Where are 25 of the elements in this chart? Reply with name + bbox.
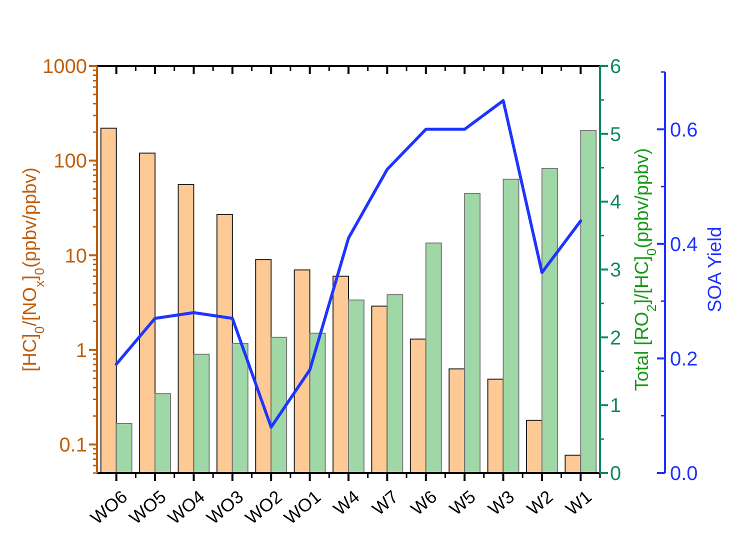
y-tick-label: 1 [76, 340, 87, 362]
y2-tick-label: 3 [610, 260, 622, 282]
x-tick-label: W2 [523, 486, 557, 520]
x-tick-label: W5 [446, 486, 480, 520]
y3-axis-title: SOA Yield [705, 226, 726, 312]
x-tick-label: W6 [407, 486, 441, 520]
y-tick-label: 10 [64, 245, 87, 268]
x-tick-label: W7 [368, 486, 402, 520]
y3-tick-label: 0.4 [670, 234, 698, 256]
y2-tick-label: 0 [610, 463, 622, 485]
y3-tick-label: 0.6 [670, 119, 698, 142]
y2-tick-label: 2 [610, 327, 622, 350]
y2-tick-label: 5 [610, 124, 622, 146]
y-tick-label: 0.1 [59, 434, 87, 457]
y2-tick-label: 6 [610, 56, 622, 78]
x-tick-label: W1 [562, 486, 596, 520]
y3-tick-label: 0.0 [670, 463, 698, 485]
y2-tick-label: 4 [610, 192, 622, 214]
y-tick-label: 1000 [42, 56, 87, 78]
x-tick-label: W3 [484, 486, 518, 520]
x-tick-label: W4 [330, 486, 364, 520]
y3-tick-label: 0.2 [670, 348, 698, 370]
line-series [114, 99, 582, 429]
y2-tick-label: 1 [610, 395, 622, 418]
y-tick-label: 100 [54, 150, 87, 173]
